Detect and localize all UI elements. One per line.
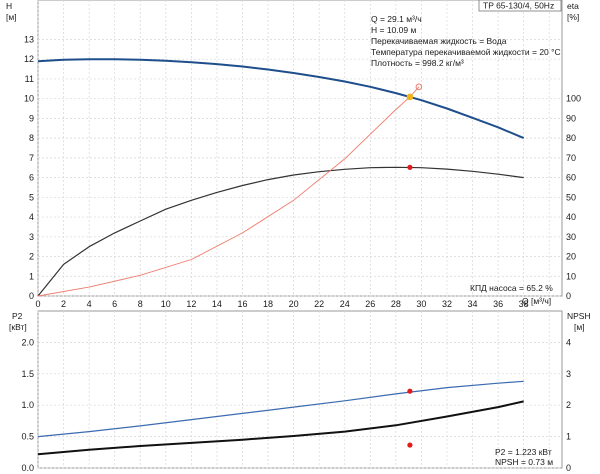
y-right-tick-label: 0	[566, 291, 571, 301]
power-operating-point	[407, 388, 413, 394]
y-left-tick-label: 3	[29, 232, 34, 242]
y-left-tick-label: 1.5	[21, 369, 34, 379]
x-tick-label: 10	[161, 299, 171, 309]
x-axis-label: Q [м³/ч]	[522, 296, 551, 306]
p2-axis-label: P2	[12, 311, 23, 321]
x-tick-label: 14	[212, 299, 222, 309]
x-tick-label: 12	[186, 299, 196, 309]
npsh-axis-unit: [м]	[574, 322, 585, 332]
x-tick-label: 0	[35, 299, 40, 309]
info-head: H = 10.09 м	[371, 25, 416, 35]
top-operating-points	[406, 83, 423, 170]
top-grid	[37, 0, 562, 297]
npsh-operating-point	[407, 442, 413, 448]
x-tick-label: 24	[340, 299, 350, 309]
y-left-tick-label: 6	[29, 173, 34, 183]
x-tick-label: 34	[468, 299, 478, 309]
bottom-curves	[37, 380, 524, 456]
y-right-tick-label: 3	[566, 369, 571, 379]
series-0-line	[37, 58, 525, 140]
info-power: P2 = 1.223 кВт	[495, 447, 552, 457]
y-left-tick-label: 5	[29, 192, 34, 202]
y-right-tick-label: 50	[566, 192, 576, 202]
pump-title: TP 65-130/4, 50Hz	[483, 1, 554, 11]
info-flow: Q = 29.1 м³/ч	[371, 14, 422, 24]
y-left-tick-label: 4	[29, 212, 34, 222]
y-right-axis-unit: [%]	[567, 12, 579, 22]
y-left-tick-label: 1.0	[21, 400, 34, 410]
y-right-tick-label: 60	[566, 173, 576, 183]
x-tick-label: 22	[314, 299, 324, 309]
pump-title-box	[478, 0, 562, 12]
y-right-tick-label: 0	[566, 463, 571, 473]
y-right-tick-label: 80	[566, 133, 576, 143]
y-right-tick-label: 90	[566, 113, 576, 123]
y-left-axis-label: H	[6, 1, 12, 11]
series-1-line	[37, 400, 524, 456]
x-tick-label: 16	[237, 299, 247, 309]
y-right-axis-label: eta	[567, 1, 579, 11]
y-right-tick-label: 1	[566, 432, 571, 442]
p2-axis-unit: [кВт]	[9, 322, 27, 332]
y-left-tick-label: 0.5	[21, 432, 34, 442]
y-right-tick-label: 100	[566, 94, 581, 104]
info-temperature: Температура перекачиваемой жидкости = 20…	[371, 47, 561, 57]
y-left-tick-label: 13	[24, 34, 34, 44]
x-tick-label: 38	[519, 299, 529, 309]
power-npsh-panel: 0.0 0.5 1.0 1.5 2.0 0 1 2 3 4 P2 [кВт] NPSH [м] P…	[9, 310, 591, 473]
x-tick-label: 36	[493, 299, 503, 309]
x-tick-label: 28	[391, 299, 401, 309]
efficiency-operating-point	[407, 164, 413, 170]
x-tick-label: 6	[112, 299, 117, 309]
x-tick-label: 20	[289, 299, 299, 309]
npsh-axis-label: NPSH	[567, 311, 591, 321]
x-tick-label: 18	[263, 299, 273, 309]
series-0-line	[37, 380, 524, 438]
bottom-plot-frame	[37, 310, 563, 469]
y-right-tick-label: 40	[566, 212, 576, 222]
y-left-tick-label: 10	[24, 94, 34, 104]
y-left-tick-label: 0	[29, 291, 34, 301]
y-left-tick-label: 8	[29, 133, 34, 143]
head-operating-point	[406, 93, 414, 101]
info-npsh: NPSH = 0.73 м	[495, 457, 553, 467]
series-1-line	[37, 166, 524, 297]
y-right-tick-label: 70	[566, 153, 576, 163]
series-2-line	[37, 86, 420, 297]
head-efficiency-panel: 0123456789101112130102030405060708090100…	[6, 0, 581, 309]
x-tick-label: 26	[365, 299, 375, 309]
y-left-tick-label: 7	[29, 153, 34, 163]
x-tick-label: 4	[87, 299, 92, 309]
y-left-tick-label: 1	[29, 271, 34, 281]
y-right-tick-label: 2	[566, 400, 571, 410]
y-right-tick-label: 30	[566, 232, 576, 242]
x-tick-label: 8	[138, 299, 143, 309]
info-density: Плотность = 998.2 кг/м³	[371, 58, 464, 68]
bottom-operating-points	[407, 388, 413, 448]
efficiency-annotation: КПД насоса = 65.2 %	[470, 283, 553, 293]
y-left-axis-unit: [м]	[6, 12, 17, 22]
y-left-tick-label: 2	[29, 252, 34, 262]
bottom-grid	[37, 311, 562, 469]
x-tick-label: 30	[416, 299, 426, 309]
y-left-tick-label: 2.0	[21, 337, 34, 347]
y-right-tick-label: 10	[566, 271, 576, 281]
top-curves	[37, 58, 525, 297]
x-tick-label: 32	[442, 299, 452, 309]
system-curve-end-marker	[415, 83, 423, 91]
info-liquid: Перекачиваемая жидкость = Вода	[371, 36, 507, 46]
y-left-tick-label: 0.0	[21, 463, 34, 473]
y-left-tick-label: 11	[25, 74, 34, 84]
y-right-tick-label: 4	[566, 337, 571, 347]
bottom-tick-labels: 0.0 0.5 1.0 1.5 2.0 0 1 2 3 4	[21, 337, 571, 473]
x-tick-label: 2	[61, 299, 66, 309]
y-left-tick-label: 12	[24, 54, 34, 64]
y-left-tick-label: 9	[29, 113, 34, 123]
top-tick-labels: 0123456789101112130102030405060708090100…	[24, 34, 581, 309]
y-right-tick-label: 20	[566, 252, 576, 262]
